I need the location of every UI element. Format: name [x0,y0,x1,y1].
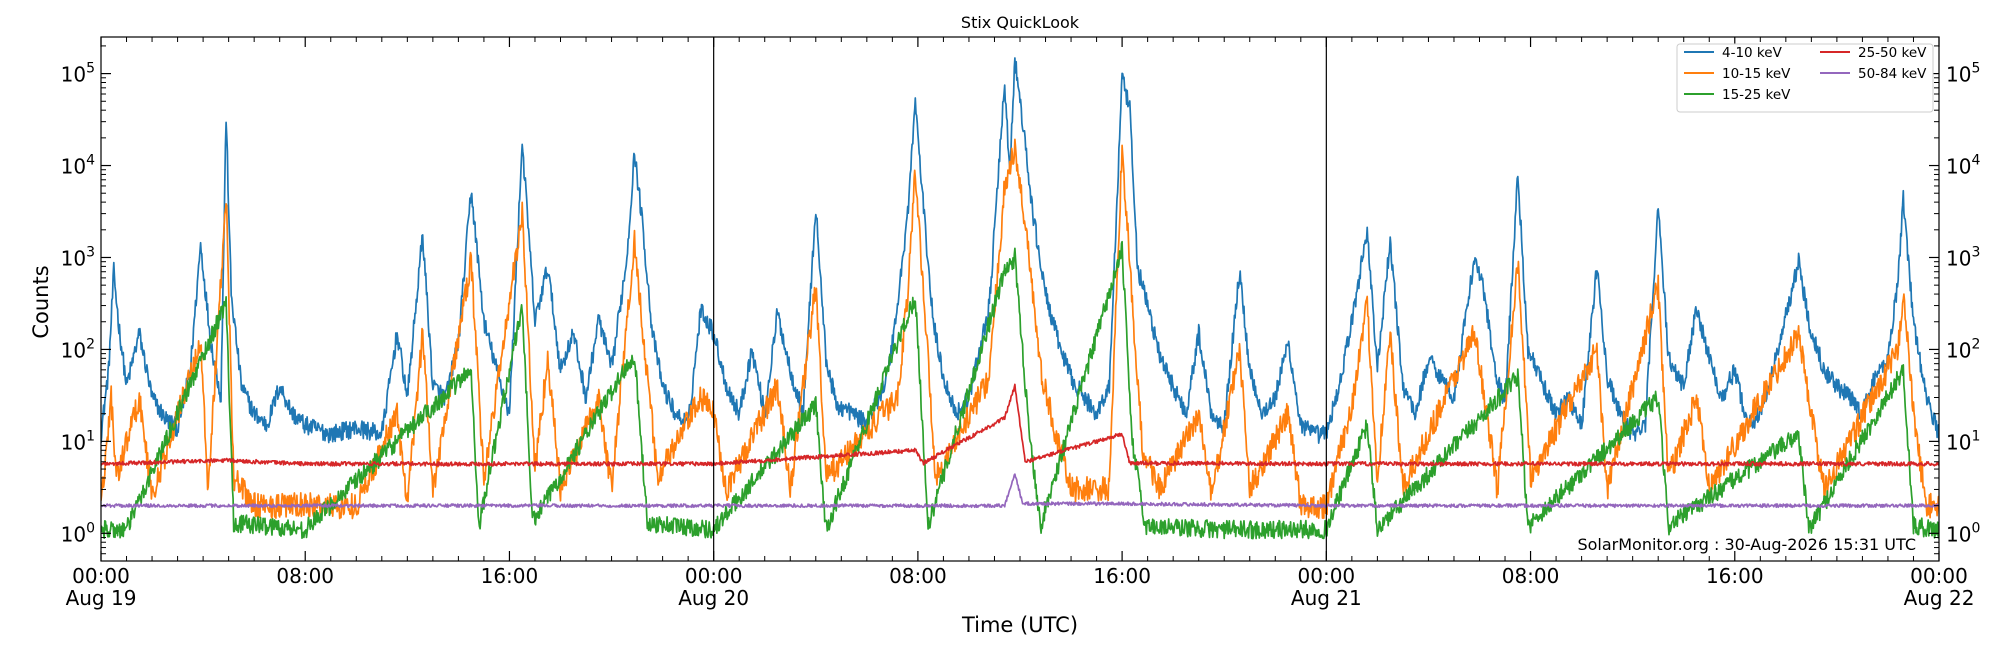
legend-label: 15-25 keV [1722,87,1791,103]
y-tick-label-right: 104 [1946,153,1980,179]
y-tick-label-left: 100 [61,520,95,546]
y-tick-label-right: 100 [1946,520,1980,546]
legend-label: 25-50 keV [1858,45,1927,61]
x-tick-label: 08:00 [276,564,334,588]
y-tick-label-right: 101 [1946,428,1980,454]
x-tick-label: 08:00 [889,564,947,588]
legend-box [1676,43,1934,113]
x-tick-label: 16:00 [481,564,539,588]
series-line-50-84-kev [101,473,1939,509]
legend: 4-10 keV 10-15 keV 15-25 keV 25-50 keV 50-84… [1676,43,1934,113]
series-layer [101,57,1939,540]
day-boundary-lines [713,37,1327,561]
x-tick-date-label: Aug 20 [678,586,749,610]
x-tick-label: 00:00 [685,564,743,588]
y-tick-label-left: 104 [61,153,95,179]
y-tick-label-right: 103 [1946,244,1980,270]
legend-label: 50-84 keV [1858,66,1927,82]
legend-label: 10-15 keV [1722,66,1791,82]
credit-annotation: SolarMonitor.org : 30-Aug-2026 15:31 UTC [1577,535,1916,554]
y-axis-label: Counts [29,265,53,338]
y-axis-ticks: 100 100 101 101 102 102 103 103 104 104 105 105 [61,45,1980,562]
x-axis-label: Time (UTC) [961,613,1078,637]
plot-frame [100,36,1940,562]
series-line-15-25-kev [101,240,1939,540]
y-tick-label-left: 103 [61,244,95,270]
chart-title: Stix QuickLook [961,13,1080,32]
y-tick-label-left: 105 [61,61,95,87]
x-tick-label: 16:00 [1093,564,1151,588]
y-tick-label-left: 101 [61,428,95,454]
x-tick-label: 00:00 [72,564,130,588]
series-line-25-50-kev [101,383,1939,467]
y-tick-label-right: 105 [1946,61,1980,87]
series-line-10-15-kev [101,138,1939,520]
x-tick-label: 08:00 [1502,564,1560,588]
x-tick-date-label: Aug 19 [66,586,137,610]
x-tick-date-label: Aug 21 [1291,586,1362,610]
legend-label: 4-10 keV [1722,45,1783,61]
y-tick-label-right: 102 [1946,336,1980,362]
x-tick-label: 16:00 [1706,564,1764,588]
x-tick-label: 00:00 [1910,564,1968,588]
x-tick-label: 00:00 [1298,564,1356,588]
x-tick-date-label: Aug 22 [1904,586,1975,610]
y-tick-label-left: 102 [61,336,95,362]
